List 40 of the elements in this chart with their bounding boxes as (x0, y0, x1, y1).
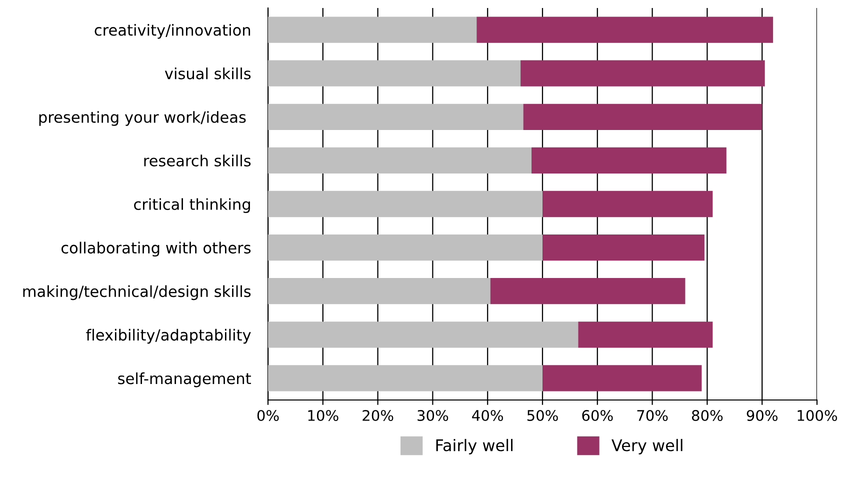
bar (268, 190, 542, 218)
x-tick-label: 50% (527, 410, 558, 422)
x-tick-label: 70% (637, 410, 668, 422)
x-tick-label: 30% (418, 410, 448, 422)
bar (268, 16, 477, 43)
bar (542, 365, 702, 392)
x-tick-label: 20% (362, 410, 394, 422)
bar (578, 322, 713, 348)
bar (476, 16, 774, 43)
bar (268, 278, 490, 304)
y-tick-label: visual skills (164, 68, 251, 80)
x-tick-label: 0% (257, 410, 279, 422)
bar (542, 234, 704, 261)
x-tick-label: 80% (692, 410, 723, 422)
bar (523, 104, 762, 130)
bar (268, 60, 521, 86)
y-tick-label: critical thinking (134, 198, 250, 213)
bar (268, 234, 542, 261)
x-tick-label: 60% (582, 410, 613, 422)
bar (268, 104, 524, 130)
legend-label: Fairly well (436, 438, 512, 454)
y-tick-label: collaborating with others (61, 242, 251, 257)
y-tick-label: research skills (144, 154, 251, 166)
y-tick-label: presenting your work/ideas (39, 111, 246, 126)
y-tick-label: making/technical/design skills (23, 285, 251, 300)
bar (268, 365, 542, 392)
x-tick-label: 90% (746, 410, 778, 422)
legend-label: Very well (612, 438, 682, 454)
x-tick-label: 100% (798, 410, 838, 422)
bar (542, 190, 713, 218)
bar (268, 147, 532, 174)
y-tick-label: creativity/innovation (94, 24, 250, 39)
bar (520, 60, 765, 86)
bar (268, 322, 578, 348)
bar (532, 147, 726, 174)
y-tick-label: self-management (118, 372, 251, 388)
x-tick-label: 40% (472, 410, 503, 422)
x-tick-label: 10% (308, 410, 338, 422)
y-tick-label: flexibility/adaptability (86, 328, 251, 344)
bar (490, 278, 686, 304)
